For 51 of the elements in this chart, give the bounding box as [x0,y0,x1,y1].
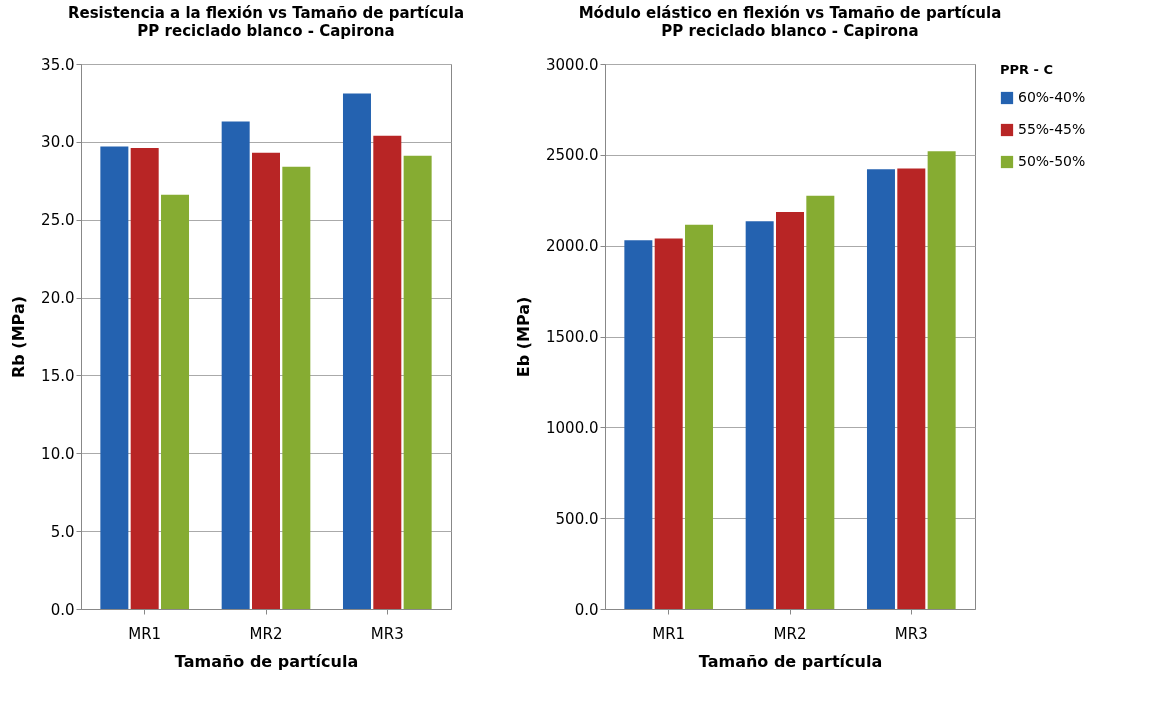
legend-label: 55%-45% [1018,121,1086,137]
y-tick-label: 25.0 [41,211,75,230]
bar [221,121,250,609]
y-tick-label: 0.0 [50,600,75,619]
y-tick-label: 500.0 [555,509,599,528]
bar [866,169,895,609]
y-axis-title: Rb (MPa) [9,296,29,378]
y-tick-label: 10.0 [41,444,75,463]
x-axis-title: Tamaño de partícula [174,651,359,671]
bar [776,212,804,609]
x-tick-label: MR2 [249,624,283,643]
bar [403,155,432,609]
legend-label: 50%-50% [1018,153,1086,169]
y-tick-label: 35.0 [41,55,75,74]
y-tick-label: 2500.0 [546,146,599,165]
bar [161,194,190,609]
y-axis-title: Eb (MPa) [514,296,534,378]
bar [373,135,402,609]
bar [897,168,926,609]
bar [342,93,371,609]
bar [806,195,835,609]
y-tick-label: 15.0 [41,366,75,385]
y-tick-label: 3000.0 [546,55,599,74]
x-tick-label: MR1 [652,624,686,643]
bar [685,224,714,609]
x-tick-label: MR3 [370,624,404,643]
bar [282,166,311,609]
y-tick-label: 0.0 [574,600,599,619]
x-tick-label: MR1 [128,624,162,643]
chart-title: Módulo elástico en flexión vs Tamaño de partícula [578,4,1002,22]
bar [654,238,683,609]
x-tick-label: MR3 [894,624,928,643]
x-axis-title: Tamaño de partícula [698,651,883,671]
y-tick-label: 30.0 [41,133,75,152]
bar [252,152,280,609]
bar [624,240,653,609]
chart-subtitle: PP reciclado blanco - Capirona [137,22,395,40]
y-tick-label: 1000.0 [546,418,599,437]
y-tick-label: 5.0 [50,522,75,541]
chart-subtitle: PP reciclado blanco - Capirona [661,22,919,40]
bar [130,148,159,609]
bar [927,151,956,609]
legend-title: PPR - C [1000,62,1054,77]
chart-title: Resistencia a la flexión vs Tamaño de partícula [67,4,465,22]
bar [745,221,774,609]
x-tick-label: MR2 [773,624,807,643]
y-tick-label: 1500.0 [546,328,599,346]
bar [100,146,129,609]
legend-label: 60%-40% [1018,89,1086,105]
y-tick-label: 20.0 [41,289,75,308]
y-tick-label: 2000.0 [546,237,599,256]
